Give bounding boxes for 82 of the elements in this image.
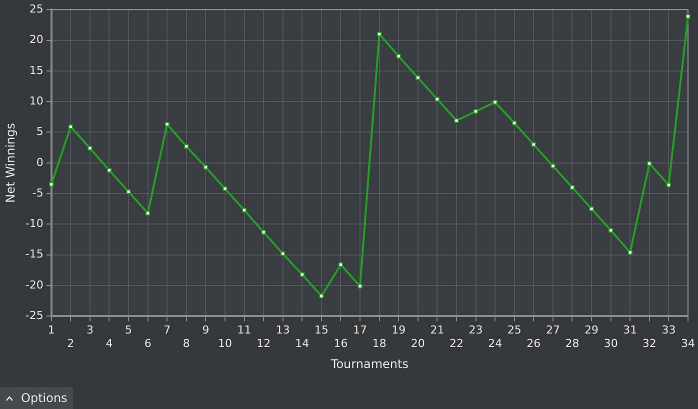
x-tick-label: 12 xyxy=(256,336,271,350)
point xyxy=(49,182,54,187)
y-axis-title: Net Winnings xyxy=(3,122,18,203)
point xyxy=(146,210,150,216)
x-tick-label: 13 xyxy=(276,324,290,337)
point xyxy=(300,272,304,277)
point xyxy=(377,32,382,36)
x-tick-label: 2 xyxy=(67,336,74,350)
x-tick-label: 19 xyxy=(392,324,406,337)
y-tick-label: 0 xyxy=(36,156,44,169)
x-tick-label: 11 xyxy=(237,324,252,337)
point xyxy=(184,144,189,149)
point xyxy=(203,164,208,170)
point xyxy=(512,120,517,126)
point xyxy=(126,189,131,194)
x-tick-label: 21 xyxy=(430,324,444,337)
x-tick-label: 32 xyxy=(642,336,656,350)
point xyxy=(492,100,498,104)
x-tick-label: 33 xyxy=(662,324,676,337)
x-tick-label: 4 xyxy=(106,336,113,350)
point xyxy=(531,142,536,147)
point xyxy=(261,230,266,234)
x-axis-title: Tournaments xyxy=(330,356,408,371)
y-tick-label: 20 xyxy=(29,33,44,46)
y-tick-label: 25 xyxy=(29,2,44,16)
x-tick-label: 8 xyxy=(182,336,190,350)
x-tick-label: 25 xyxy=(507,324,522,337)
x-tick-label: 5 xyxy=(125,324,132,337)
point xyxy=(396,54,401,58)
point xyxy=(474,109,478,114)
point xyxy=(666,182,671,188)
x-tick-label: 14 xyxy=(295,336,310,350)
point xyxy=(416,75,420,80)
x-tick-label: 34 xyxy=(681,336,695,350)
y-tick-label: 10 xyxy=(29,94,44,108)
point xyxy=(434,96,440,102)
x-tick-label: 28 xyxy=(565,336,580,350)
x-tick-label: 30 xyxy=(604,336,618,350)
x-tick-label: 20 xyxy=(410,336,425,350)
point xyxy=(88,146,92,150)
y-tick-label: 15 xyxy=(29,64,44,77)
x-tick-label: 24 xyxy=(488,336,502,350)
point xyxy=(647,161,652,166)
x-tick-label: 15 xyxy=(314,324,328,337)
point xyxy=(570,185,575,190)
x-tick-label: 26 xyxy=(526,336,541,350)
x-tick-label: 23 xyxy=(468,324,483,337)
x-tick-label: 31 xyxy=(623,324,638,337)
options-button: Options xyxy=(0,387,74,409)
x-tick-label: 6 xyxy=(144,336,152,350)
x-tick-label: 10 xyxy=(218,336,232,350)
point xyxy=(164,122,170,127)
point xyxy=(319,294,324,298)
point xyxy=(686,14,690,19)
point xyxy=(608,228,614,233)
point xyxy=(589,206,594,212)
x-tick-label: 18 xyxy=(372,336,386,350)
point xyxy=(358,284,362,288)
point xyxy=(106,168,112,173)
y-tick-label: -20 xyxy=(25,278,44,292)
y-tick-label: -25 xyxy=(25,309,44,322)
x-tick-label: 9 xyxy=(202,324,210,337)
y-tick-label: -5 xyxy=(32,186,44,200)
x-tick-label: 16 xyxy=(334,336,348,350)
point xyxy=(338,262,344,267)
point xyxy=(242,208,247,212)
point xyxy=(454,118,459,123)
point xyxy=(550,164,556,168)
point xyxy=(280,251,286,256)
x-tick-label: 22 xyxy=(450,336,464,350)
x-tick-label: 1 xyxy=(48,324,55,337)
y-tick-label: -10 xyxy=(25,217,44,230)
x-tick-label: 29 xyxy=(584,324,599,337)
x-tick-label: 7 xyxy=(164,324,171,337)
x-tick-label: 27 xyxy=(546,324,560,337)
x-tick-label: 17 xyxy=(353,324,368,337)
y-tick-label: -15 xyxy=(25,248,44,261)
y-tick-label: 5 xyxy=(36,125,44,138)
x-tick-label: 3 xyxy=(86,324,94,337)
point xyxy=(628,250,632,255)
point xyxy=(222,186,228,191)
point xyxy=(68,124,73,129)
